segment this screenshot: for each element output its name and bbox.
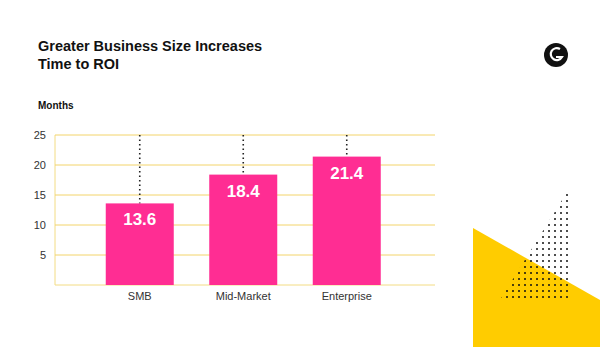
bar-guide <box>139 135 141 203</box>
x-tick-label: Mid-Market <box>216 290 271 302</box>
y-axis-line <box>55 135 56 285</box>
bar-guide <box>242 135 244 175</box>
title-line: Time to ROI <box>38 56 119 72</box>
bar <box>313 157 381 285</box>
logo <box>544 43 568 67</box>
title-line: Greater Business Size Increases <box>38 38 262 54</box>
y-tick-label: 25 <box>34 129 46 141</box>
deco-dots <box>500 184 572 300</box>
chart-svg: Greater Business Size Increases Time to R… <box>0 0 600 347</box>
chart-container: Greater Business Size Increases Time to R… <box>0 0 600 347</box>
y-tick-label: 15 <box>34 189 46 201</box>
y-tick-label: 20 <box>34 159 46 171</box>
y-tick-label: 5 <box>40 249 46 261</box>
bar <box>209 175 277 285</box>
bars <box>106 135 381 285</box>
x-tick-label: SMB <box>128 290 152 302</box>
y-axis-label: Months <box>38 100 74 111</box>
labels: 13.6 SMB 18.4 Mid-Market 21.4 Enterprise <box>123 164 372 302</box>
title: Greater Business Size Increases Time to R… <box>38 38 262 72</box>
x-tick-label: Enterprise <box>322 290 372 302</box>
bar <box>106 203 174 285</box>
logo-mark <box>551 48 562 60</box>
data-label: 18.4 <box>227 182 261 201</box>
data-label: 13.6 <box>123 210 156 229</box>
grid-line <box>55 135 435 136</box>
data-label: 21.4 <box>330 164 364 183</box>
bar-guide <box>346 135 348 157</box>
y-tick-label: 10 <box>34 219 46 231</box>
